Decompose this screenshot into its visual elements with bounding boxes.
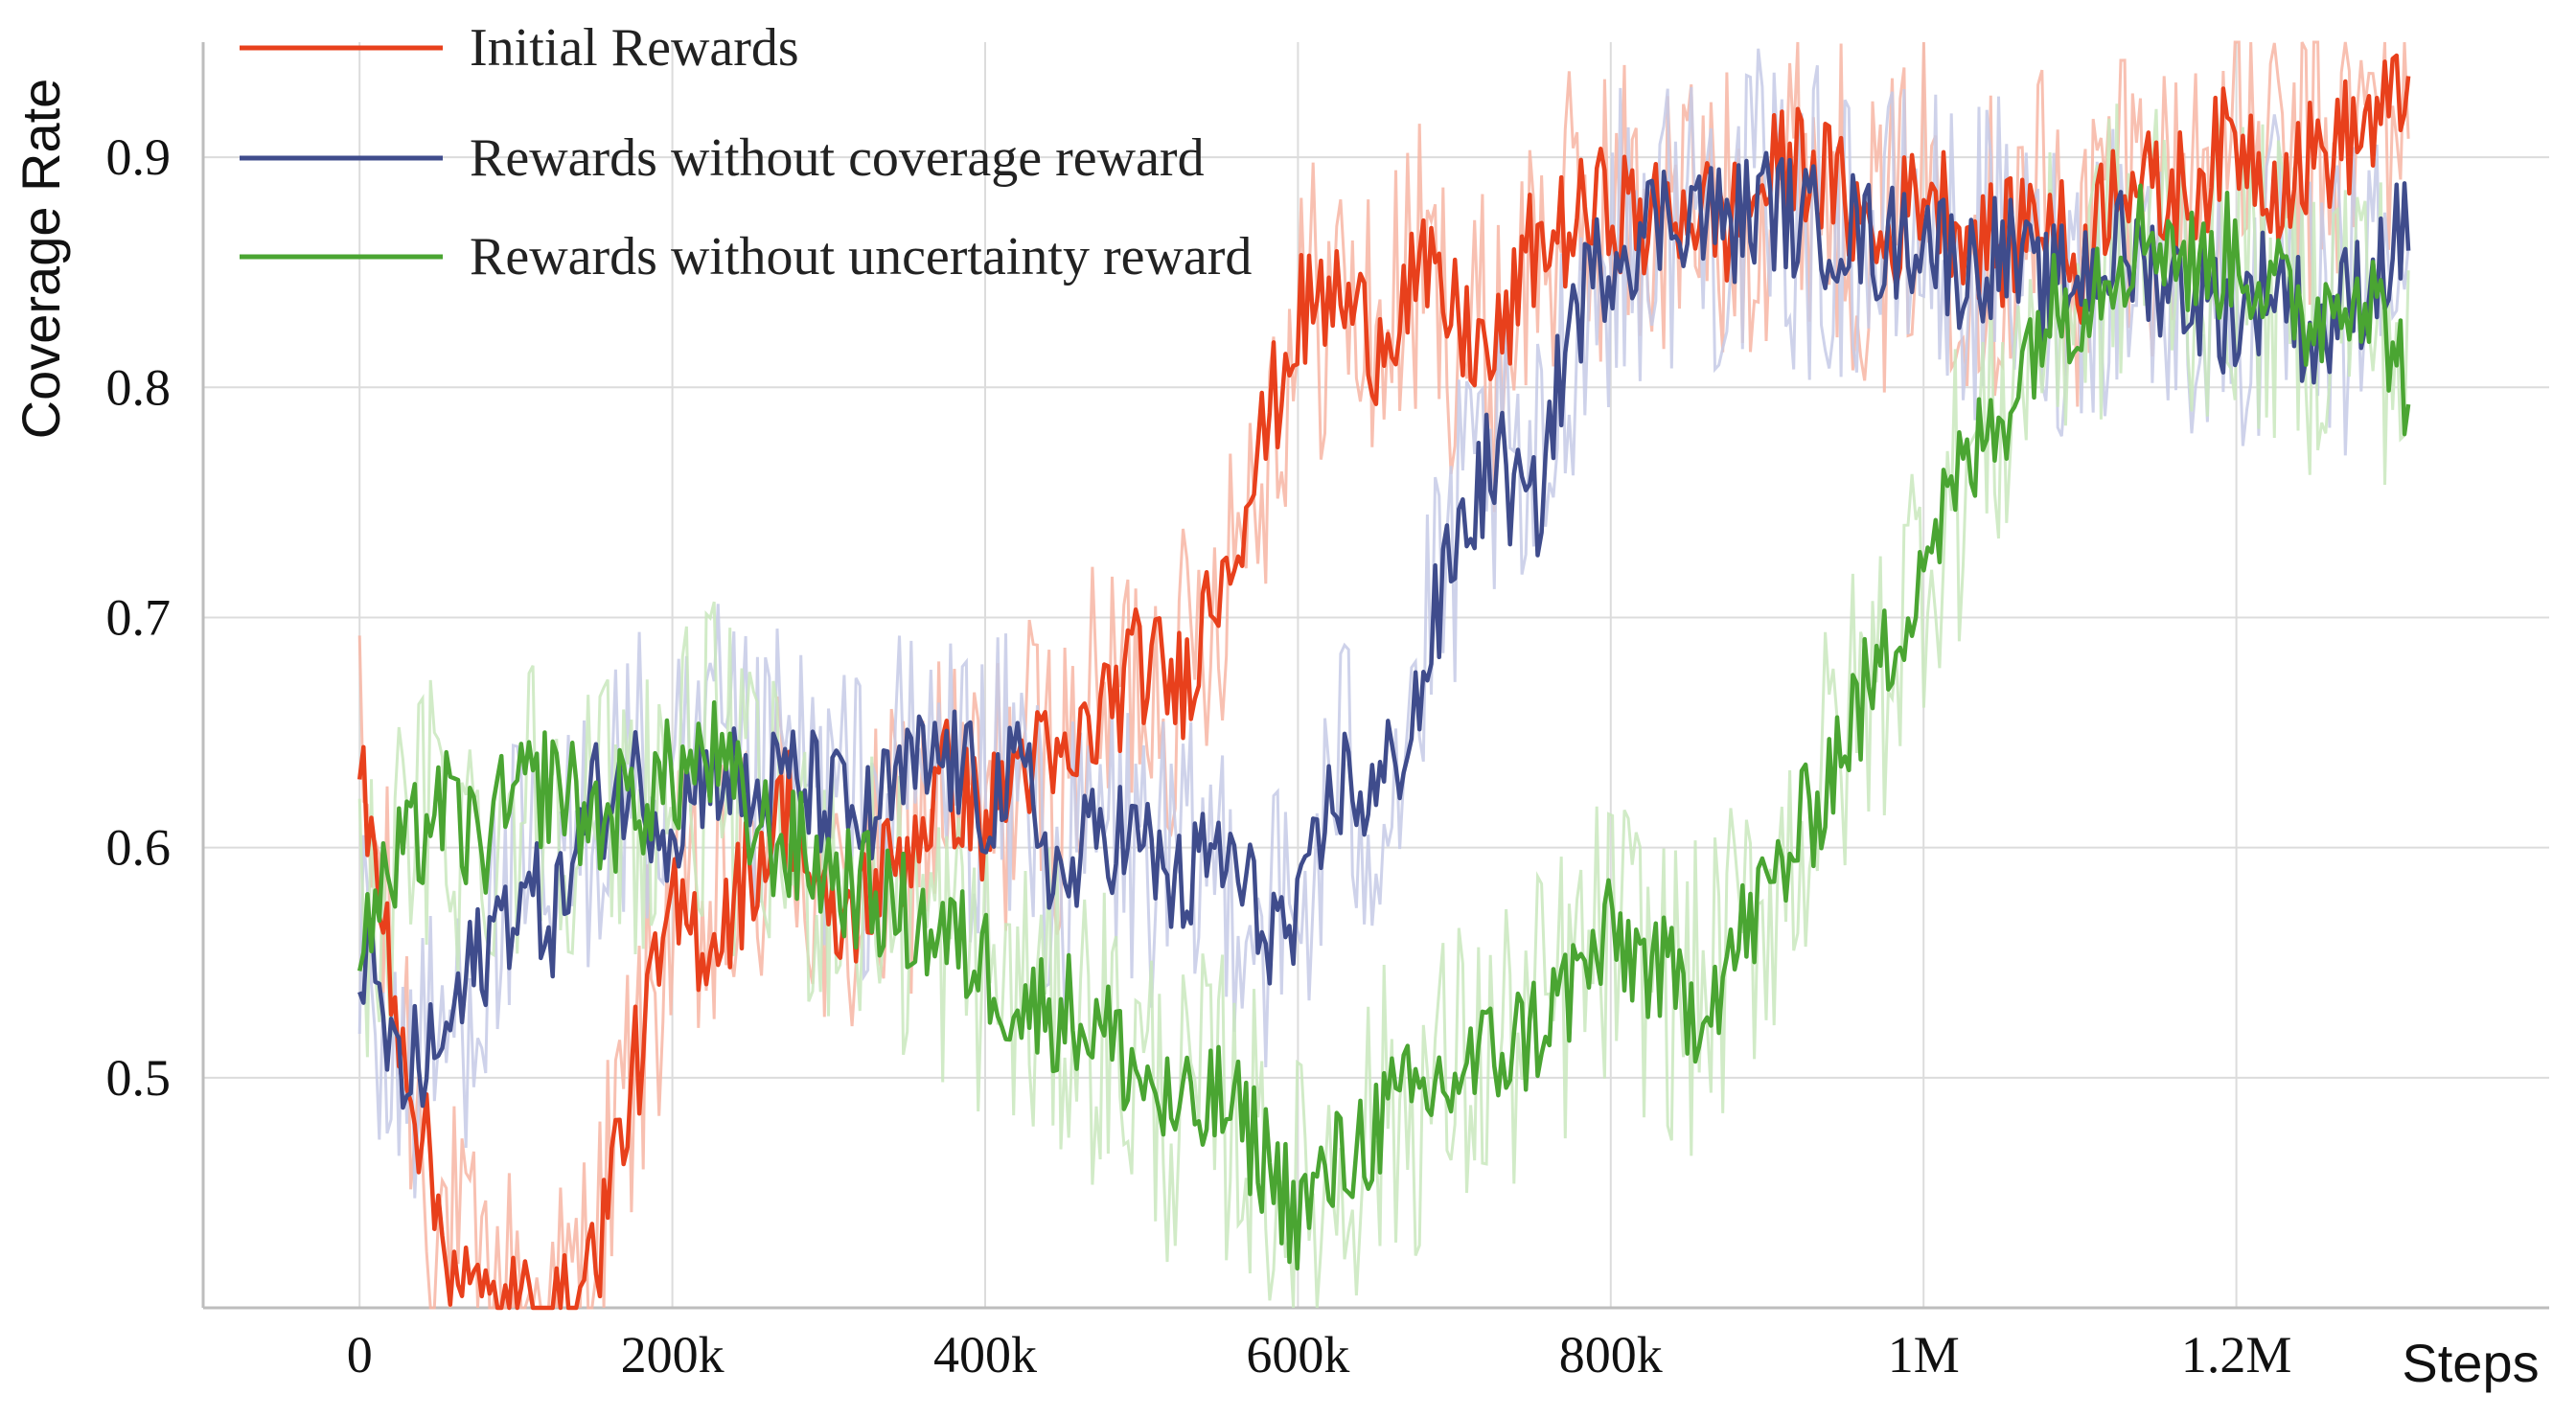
y-axis-label: Coverage Rate <box>11 79 71 440</box>
x-tick-label: 1M <box>1888 1326 1960 1384</box>
series-line <box>356 53 2411 1311</box>
legend-label: Initial Rewards <box>470 18 799 78</box>
series-raw-line <box>357 101 2410 1309</box>
y-tick-label: 0.9 <box>106 128 172 186</box>
y-tick-label: 0.7 <box>106 588 172 646</box>
y-tick-label: 0.5 <box>106 1049 172 1107</box>
axes <box>201 42 2549 1310</box>
y-tick-label: 0.6 <box>106 819 172 877</box>
series-group <box>356 40 2411 1311</box>
x-tick-label: 1.2M <box>2181 1326 2292 1384</box>
x-tick-label: 600k <box>1246 1326 1349 1384</box>
x-tick-label: 200k <box>621 1326 724 1384</box>
tick-labels: 0 200k 400k 600k 800k 1M 1.2M 0.5 0.6 0.7 0.8 0.9 <box>106 128 2292 1384</box>
legend: Initial Rewards Rewards without coverage … <box>240 18 1252 286</box>
legend-label: Rewards without coverage reward <box>470 128 1205 188</box>
legend-label: Rewards without uncertainty reward <box>470 227 1252 286</box>
x-tick-label: 0 <box>347 1326 373 1384</box>
x-tick-label: 800k <box>1559 1326 1663 1384</box>
y-tick-label: 0.8 <box>106 358 172 416</box>
x-axis-label: Steps <box>2402 1333 2539 1393</box>
x-tick-label: 400k <box>933 1326 1037 1384</box>
series-line <box>357 183 2411 1271</box>
